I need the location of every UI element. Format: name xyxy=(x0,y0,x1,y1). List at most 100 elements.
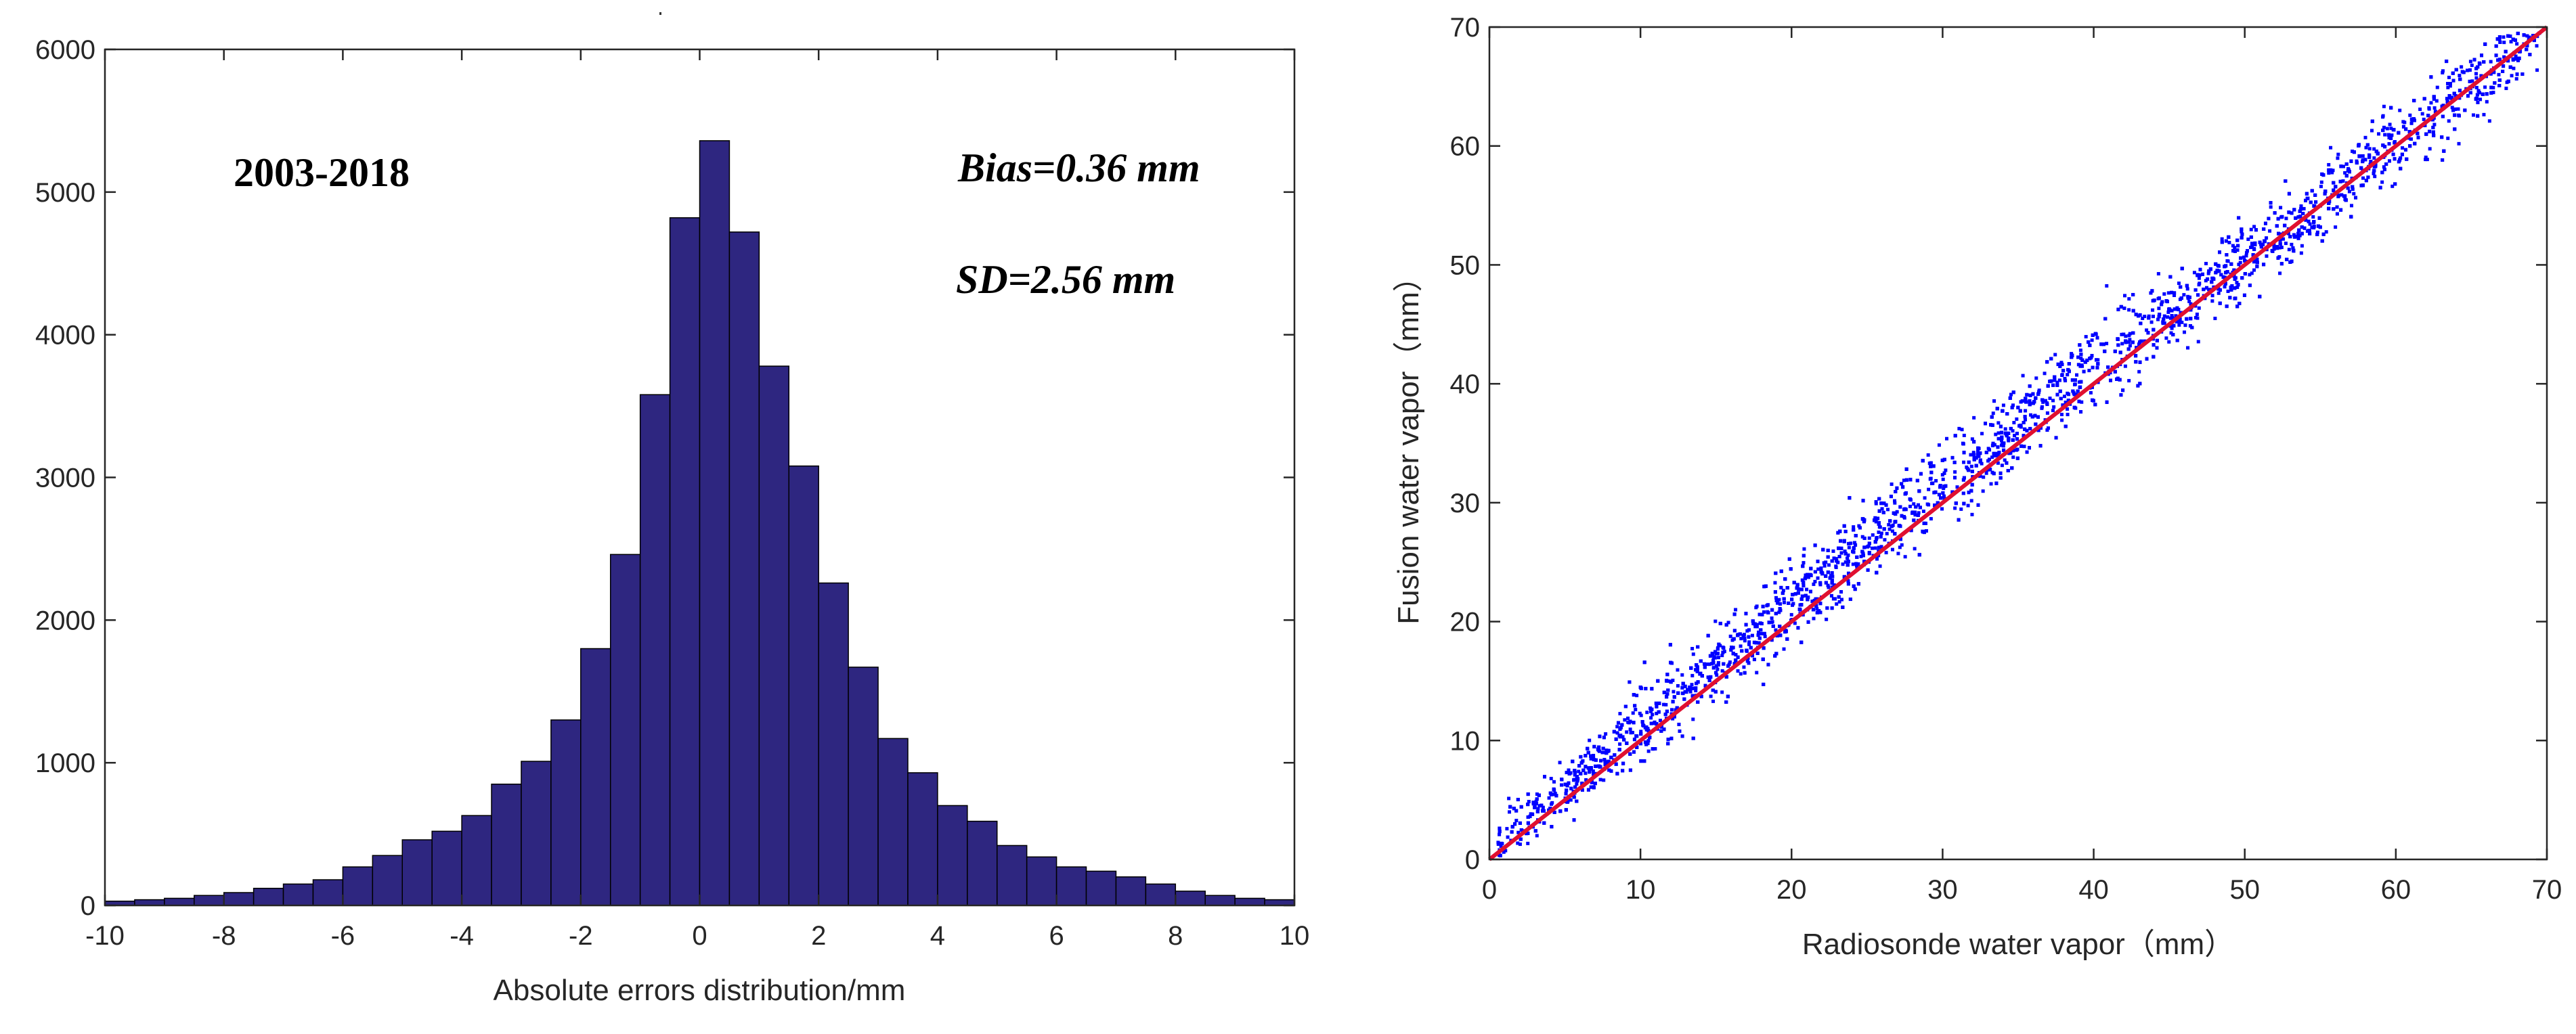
scatter-point xyxy=(2152,343,2156,347)
scatter-point xyxy=(1836,531,1840,535)
scatter-point xyxy=(1941,491,1945,495)
scatter-point xyxy=(2214,262,2218,266)
scatter-point xyxy=(1640,720,1644,724)
scatter-point xyxy=(2185,284,2189,288)
scatter-point xyxy=(2197,306,2201,310)
scatter-point xyxy=(1970,512,1974,516)
scatter-point xyxy=(2309,200,2313,204)
scatter-point xyxy=(1618,712,1622,716)
scatter-point xyxy=(2502,64,2506,68)
scatter-point xyxy=(2272,247,2276,251)
scatter-point xyxy=(2005,412,2009,416)
scatter-point xyxy=(2339,208,2343,212)
scatter-point xyxy=(2298,233,2302,238)
scatter-point xyxy=(1791,602,1795,606)
scatter-points xyxy=(1496,31,2541,857)
scatter-point xyxy=(1639,742,1643,746)
scatter-point xyxy=(2513,38,2517,42)
scatter-point xyxy=(2292,208,2296,212)
scatter-point xyxy=(2474,97,2478,101)
scatter-point xyxy=(2429,101,2433,105)
scatter-point xyxy=(1893,501,1897,505)
scatter-point xyxy=(2058,364,2062,368)
scatter-point xyxy=(1959,507,1963,511)
scatter-point xyxy=(2240,229,2244,233)
scatter-point xyxy=(1793,592,1797,596)
scatter-point xyxy=(2307,229,2311,233)
scatter-point xyxy=(2224,271,2228,275)
scatter-point xyxy=(2240,232,2244,236)
scatter-point xyxy=(2516,31,2520,35)
scatter-point xyxy=(1967,491,1971,495)
scatter-point xyxy=(2453,127,2457,131)
scatter-point xyxy=(1967,468,1971,472)
scatter-point xyxy=(1633,704,1637,708)
scatter-point xyxy=(2028,384,2032,388)
scatter-point xyxy=(1621,735,1625,739)
scatter-point xyxy=(2284,179,2288,183)
scatter-point xyxy=(1654,701,1658,705)
scatter-point xyxy=(1942,457,1946,462)
scatter-point xyxy=(2141,316,2145,320)
scatter-point xyxy=(1505,827,1509,831)
scatter-point xyxy=(2028,403,2032,407)
scatter-point xyxy=(1713,619,1718,623)
scatter-point xyxy=(2235,285,2240,289)
scatter-point xyxy=(1508,805,1512,809)
scatter-point xyxy=(1671,678,1675,682)
scatter-point xyxy=(1896,552,1900,556)
scatter-point xyxy=(2292,235,2296,239)
scatter-point xyxy=(1576,777,1580,781)
scatter-point xyxy=(1843,560,1848,564)
scatter-point xyxy=(2482,112,2486,116)
scatter-point xyxy=(1645,711,1649,715)
scatter-point xyxy=(2463,108,2467,112)
scatter-point xyxy=(1900,482,1904,486)
scatter-point xyxy=(1672,715,1676,719)
scatter-point xyxy=(2217,269,2221,273)
y-tick-label: 1000 xyxy=(35,748,95,778)
scatter-point xyxy=(1778,633,1783,637)
scatter-point xyxy=(1967,460,1971,464)
scatter-point xyxy=(2367,147,2372,151)
scatter-point xyxy=(2025,392,2029,397)
scatter-point xyxy=(2363,135,2367,139)
scatter-point xyxy=(1994,481,1999,485)
scatter-point xyxy=(1531,802,1535,806)
scatter-point xyxy=(1884,551,1888,555)
histogram-bar xyxy=(580,648,611,906)
scatter-point xyxy=(2183,330,2187,334)
scatter-point xyxy=(2445,97,2449,101)
scatter-point xyxy=(1837,600,1841,604)
scatter-point xyxy=(2103,317,2108,321)
scatter-point xyxy=(2527,35,2531,39)
scatter-point xyxy=(1854,564,1858,568)
scatter-point xyxy=(2287,248,2291,252)
scatter-point xyxy=(2278,238,2282,242)
histogram-bars xyxy=(104,140,1295,906)
scatter-point xyxy=(2235,305,2240,309)
scatter-point xyxy=(2280,215,2284,219)
scatter-point xyxy=(1644,742,1649,746)
scatter-point xyxy=(1534,799,1538,803)
scatter-point xyxy=(1717,642,1721,646)
scatter-point xyxy=(1674,708,1678,712)
scatter-point xyxy=(1827,563,1831,567)
scatter-point xyxy=(2060,418,2064,422)
scatter-point xyxy=(2038,444,2043,448)
scatter-point xyxy=(2136,384,2140,388)
scatter-point xyxy=(1691,652,1695,656)
scatter-point xyxy=(2446,85,2450,89)
scatter-point xyxy=(2489,72,2493,76)
scatter-point xyxy=(1632,750,1636,754)
scatter-point xyxy=(2171,333,2175,337)
scatter-point xyxy=(2070,352,2074,356)
scatter-point xyxy=(2210,294,2214,298)
scatter-point xyxy=(1830,571,1834,575)
scatter-point xyxy=(2075,373,2079,377)
scatter-point xyxy=(2233,296,2237,300)
scatter-point xyxy=(1999,471,2003,475)
scatter-point xyxy=(1569,786,1573,790)
scatter-point xyxy=(2310,189,2314,193)
scatter-point xyxy=(1923,496,1927,500)
